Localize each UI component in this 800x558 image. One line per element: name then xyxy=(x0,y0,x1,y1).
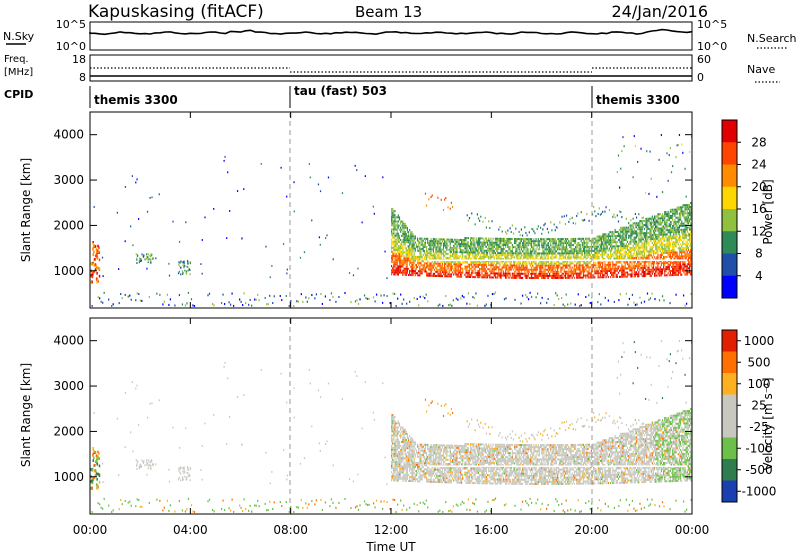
x-tick-label: 00:00 xyxy=(675,523,710,537)
colorbar-swatch xyxy=(722,459,737,481)
freq-right-tick-bottom: 0 xyxy=(697,71,704,84)
colorbar-tick-label: 28 xyxy=(751,135,766,149)
colorbar-swatch xyxy=(722,231,737,254)
freq-right-label: Nave xyxy=(747,63,775,76)
beam-title: Beam 13 xyxy=(355,3,422,21)
colorbar-swatch xyxy=(722,254,737,277)
power-colorbar-label: Power [dB] xyxy=(761,179,775,244)
sky-right-label: N.Search xyxy=(747,32,797,45)
freq-left-tick-top: 18 xyxy=(72,53,86,66)
sky-panel-frame xyxy=(90,22,692,50)
freq-left-label-2: [MHz] xyxy=(4,67,33,78)
velocity-y-label: Slant Range [km] xyxy=(19,363,33,467)
x-tick-label: 12:00 xyxy=(374,523,409,537)
x-tick-label: 04:00 xyxy=(173,523,208,537)
y-tick-label: 3000 xyxy=(53,173,84,187)
colorbar-tick-label: 500 xyxy=(748,355,771,369)
cpid-mode-2: tau (fast) 503 xyxy=(294,84,387,98)
freq-panel-frame xyxy=(90,55,692,81)
colorbar-swatch xyxy=(722,187,737,210)
x-tick-label: 00:00 xyxy=(73,523,108,537)
velocity-heatmap xyxy=(90,340,692,513)
sky-left-tick-top: 10^5 xyxy=(56,18,86,31)
colorbar-swatch xyxy=(722,142,737,165)
cpid-mode-3: themis 3300 xyxy=(596,93,680,107)
sky-right-tick-top: 10^5 xyxy=(697,18,727,31)
colorbar-swatch xyxy=(722,276,737,299)
colorbar-swatch xyxy=(722,416,737,438)
colorbar-swatch xyxy=(722,395,737,417)
colorbar-swatch xyxy=(722,373,737,395)
colorbar-swatch xyxy=(722,165,737,188)
sky-left-label: N.Sky xyxy=(3,30,35,43)
colorbar-tick-label: 8 xyxy=(755,247,763,261)
date-title: 24/Jan/2016 xyxy=(611,2,708,21)
colorbar-swatch xyxy=(722,481,737,503)
velocity-colorbar-label: Velocity [m s⁻¹] xyxy=(761,377,775,470)
station-title: Kapuskasing (fitACF) xyxy=(88,2,264,22)
colorbar-tick-label: -1000 xyxy=(742,484,777,498)
x-axis-label: Time UT xyxy=(365,540,416,554)
freq-right-tick-top: 60 xyxy=(697,53,711,66)
x-tick-label: 16:00 xyxy=(474,523,509,537)
y-tick-label: 4000 xyxy=(53,128,84,142)
x-tick-label: 08:00 xyxy=(273,523,308,537)
colorbar-tick-label: 24 xyxy=(751,158,766,172)
power-y-label: Slant Range [km] xyxy=(19,158,33,262)
colorbar-tick-label: 1000 xyxy=(744,334,775,348)
y-tick-label: 1000 xyxy=(53,470,84,484)
cpid-mode-1: themis 3300 xyxy=(94,93,178,107)
freq-left-tick-bottom: 8 xyxy=(79,71,86,84)
sky-left-tick-bottom: 10^0 xyxy=(56,40,86,53)
colorbar-swatch xyxy=(722,438,737,460)
colorbar-tick-label: 4 xyxy=(755,269,763,283)
y-tick-label: 2000 xyxy=(53,424,84,438)
colorbar-swatch xyxy=(722,330,737,352)
x-tick-label: 20:00 xyxy=(574,523,609,537)
x-axis-ticks: 00:00 04:00 08:00 12:00 16:00 20:00 00:00 xyxy=(73,112,710,537)
y-tick-label: 2000 xyxy=(53,218,84,232)
sky-noise-line xyxy=(90,30,692,35)
colorbar-swatch xyxy=(722,120,737,143)
colorbar-swatch xyxy=(722,352,737,374)
y-tick-label: 1000 xyxy=(53,264,84,278)
sky-right-tick-bottom: 10^0 xyxy=(697,40,727,53)
y-tick-label: 4000 xyxy=(53,334,84,348)
freq-left-label-1: Freq. xyxy=(4,54,29,65)
power-heatmap xyxy=(90,134,692,307)
y-tick-label: 3000 xyxy=(53,379,84,393)
cpid-label: CPID xyxy=(4,88,33,101)
colorbar-swatch xyxy=(722,209,737,232)
